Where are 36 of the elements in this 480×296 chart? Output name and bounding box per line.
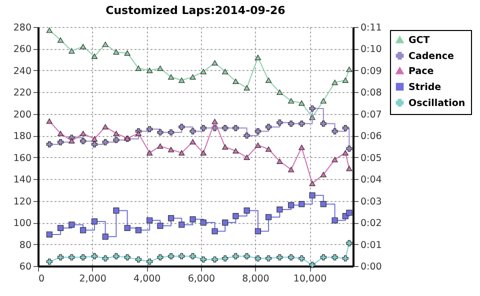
x-tick-label: 0 (38, 274, 45, 284)
y2-tick-label: 0:11 (360, 22, 382, 34)
legend-label: GCT (408, 34, 430, 46)
y-tick-label: 260 (13, 44, 32, 56)
y2-tick-label: 0:02 (360, 218, 382, 230)
x-tick-label: 10,000 (293, 274, 327, 284)
y2-tick-label: 0:00 (360, 262, 382, 272)
x-tick-label: 4,000 (134, 274, 161, 284)
y2-tick-label: 0:09 (360, 66, 382, 77)
y2-tick-label: 0:05 (360, 152, 382, 164)
legend-label: Oscillation (408, 98, 466, 109)
y2-tick-label: 0:04 (360, 174, 382, 186)
y-tick-label: 160 (13, 152, 32, 164)
y-tick-label: 220 (13, 88, 32, 99)
legend-label: Stride (408, 82, 442, 93)
legend-label: Pace (408, 66, 434, 77)
y-tick-label: 80 (19, 240, 32, 251)
y2-tick-label: 0:03 (360, 196, 382, 208)
y2-tick-label: 0:06 (360, 131, 382, 142)
x-tick-label: 6,000 (188, 274, 216, 284)
y2-tick-label: 0:08 (360, 88, 382, 99)
y-tick-label: 120 (13, 196, 32, 208)
y2-tick-label: 0:07 (360, 109, 382, 120)
y-tick-label: 100 (13, 218, 32, 230)
x-tick-label: 8,000 (242, 274, 270, 284)
x-tick-label: 2,000 (79, 274, 106, 284)
y2-tick-label: 0:10 (360, 44, 382, 56)
y-tick-label: 200 (13, 109, 32, 120)
y-tick-label: 180 (13, 131, 32, 142)
legend-label: Cadence (408, 50, 454, 62)
y-tick-label: 240 (13, 66, 32, 77)
chart-title: Customized Laps:2014-09-26 (106, 4, 286, 17)
y-tick-label: 60 (19, 262, 32, 272)
y-tick-label: 140 (13, 174, 32, 186)
y-tick-label: 280 (13, 22, 32, 34)
y2-tick-label: 0:01 (360, 240, 382, 251)
